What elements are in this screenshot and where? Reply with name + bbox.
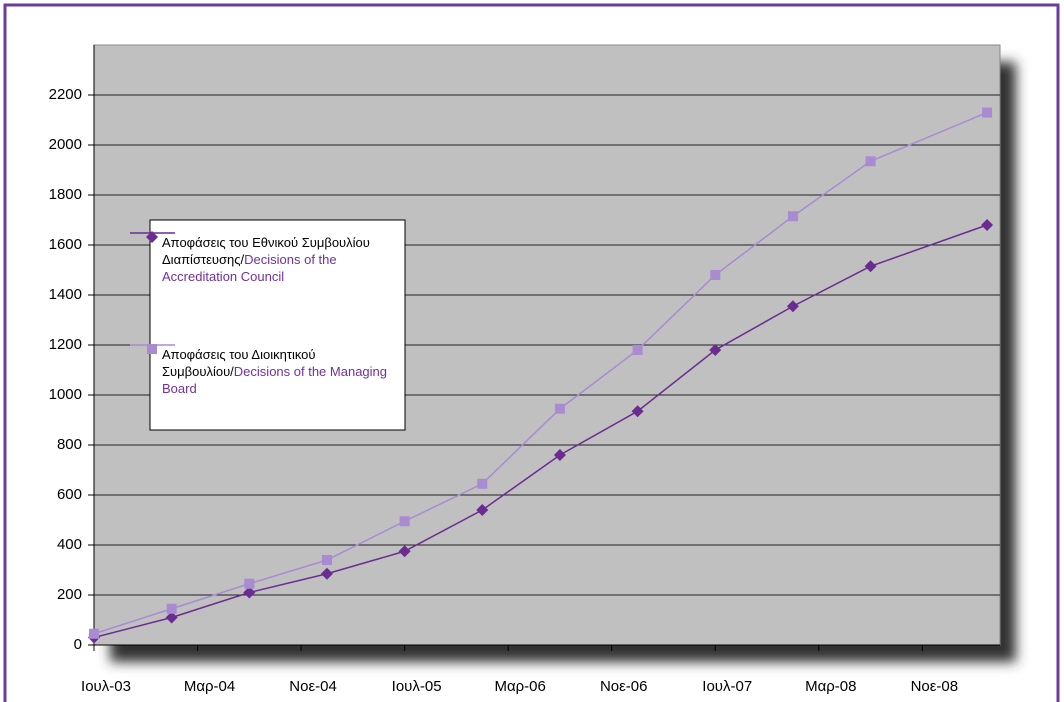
- data-point: [631, 405, 644, 418]
- data-point: [147, 344, 157, 354]
- y-tick-label: 2000: [49, 136, 82, 153]
- legend-entry: Αποφάσεις του Εθνικού Συμβουλίου Διαπίστ…: [162, 235, 370, 284]
- x-tick-label: Νοε-04: [289, 678, 337, 695]
- y-tick-label: 0: [74, 636, 82, 653]
- data-point: [632, 345, 643, 355]
- frame: [3, 3, 1060, 702]
- x-tick-label: Μαρ-06: [494, 678, 545, 695]
- y-tick-label: 1800: [49, 186, 82, 203]
- legend-box: [149, 219, 406, 431]
- y-tick-label: 1000: [49, 386, 82, 403]
- data-point: [243, 586, 256, 599]
- data-point: [786, 300, 799, 313]
- data-point: [787, 211, 798, 222]
- data-point: [399, 516, 410, 527]
- data-point: [398, 545, 411, 558]
- x-tick-label: Νοε-08: [911, 678, 959, 695]
- legend-entry: Αποφάσεις του Διοικητικού Συμβουλίου/Dec…: [162, 347, 387, 396]
- y-tick-label: 1600: [49, 236, 82, 253]
- data-point: [146, 231, 158, 243]
- x-tick-label: Ιουλ-03: [81, 678, 131, 695]
- data-point: [320, 567, 333, 580]
- x-tick-label: Μαρ-04: [184, 678, 235, 695]
- series-line: [93, 224, 988, 639]
- x-tick-label: Νοε-06: [600, 678, 648, 695]
- y-tick-label: 2200: [49, 86, 82, 103]
- series-line: [93, 111, 988, 635]
- legend-label: Αποφάσεις του Εθνικού Συμβουλίου Διαπίστ…: [162, 235, 370, 284]
- data-point: [554, 403, 565, 414]
- data-point: [709, 344, 722, 356]
- data-point: [321, 555, 332, 565]
- data-point: [244, 578, 255, 589]
- data-point: [166, 603, 177, 614]
- y-tick-label: 400: [57, 536, 82, 553]
- data-point: [981, 219, 994, 231]
- data-point: [477, 478, 488, 489]
- data-point: [865, 156, 876, 167]
- x-tick-label: Μαρ-08: [805, 678, 856, 695]
- y-tick-label: 600: [57, 486, 82, 503]
- data-point: [476, 504, 489, 516]
- x-tick-label: Ιουλ-05: [392, 678, 442, 695]
- y-tick-label: 1400: [49, 286, 82, 303]
- data-point: [982, 107, 993, 118]
- data-point: [165, 611, 178, 624]
- x-tick-label: Ιουλ-07: [702, 678, 752, 695]
- data-point: [864, 260, 877, 273]
- y-tick-label: 200: [57, 586, 82, 603]
- y-tick-label: 1200: [49, 336, 82, 353]
- data-point: [89, 628, 99, 639]
- legend-label: Αποφάσεις του Διοικητικού Συμβουλίου/Dec…: [162, 347, 387, 396]
- data-point: [553, 449, 566, 461]
- data-point: [710, 270, 721, 280]
- y-tick-label: 800: [57, 436, 82, 453]
